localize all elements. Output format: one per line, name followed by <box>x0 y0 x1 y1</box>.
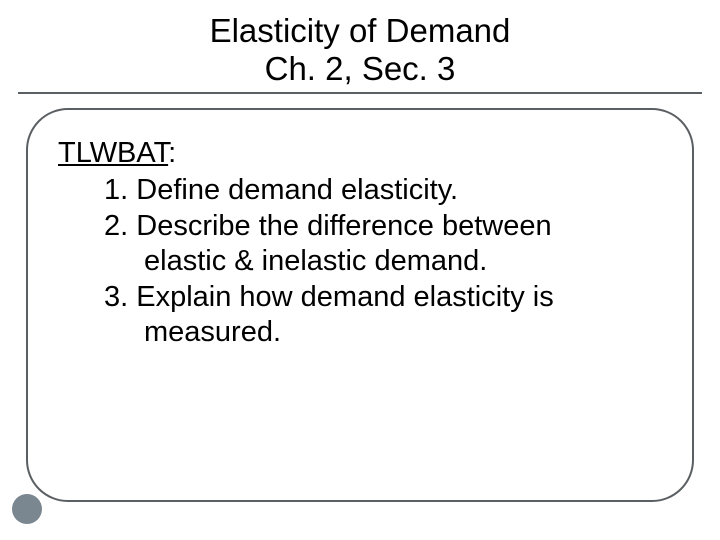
item-number: 2. <box>104 210 128 242</box>
list-item: 1. Define demand elasticity. <box>104 173 668 208</box>
item-text: Describe the difference between <box>136 210 551 242</box>
item-text: Define demand elasticity. <box>136 174 458 206</box>
slide: Elasticity of Demand Ch. 2, Sec. 3 TLWBA… <box>0 0 720 540</box>
tlwbat-label: TLWBAT <box>58 137 168 169</box>
item-number: 1. <box>104 174 128 206</box>
slide-title: Elasticity of Demand Ch. 2, Sec. 3 <box>0 12 720 88</box>
tlwbat-colon: : <box>168 137 176 169</box>
objectives-heading: TLWBAT: <box>58 136 668 171</box>
title-line-1: Elasticity of Demand <box>0 12 720 50</box>
list-item: 2. Describe the difference between <box>104 209 668 244</box>
title-underline <box>18 92 702 94</box>
item-text: Explain how demand elasticity is <box>136 281 553 313</box>
item-continuation: elastic & inelastic demand. <box>144 244 668 279</box>
list-item: 3. Explain how demand elasticity is <box>104 280 668 315</box>
accent-dot-icon <box>12 494 42 524</box>
item-continuation: measured. <box>144 315 668 350</box>
body-text: TLWBAT: 1. Define demand elasticity. 2. … <box>58 136 668 350</box>
title-line-2: Ch. 2, Sec. 3 <box>0 50 720 88</box>
item-number: 3. <box>104 281 128 313</box>
objectives-list: 1. Define demand elasticity. 2. Describe… <box>104 173 668 350</box>
